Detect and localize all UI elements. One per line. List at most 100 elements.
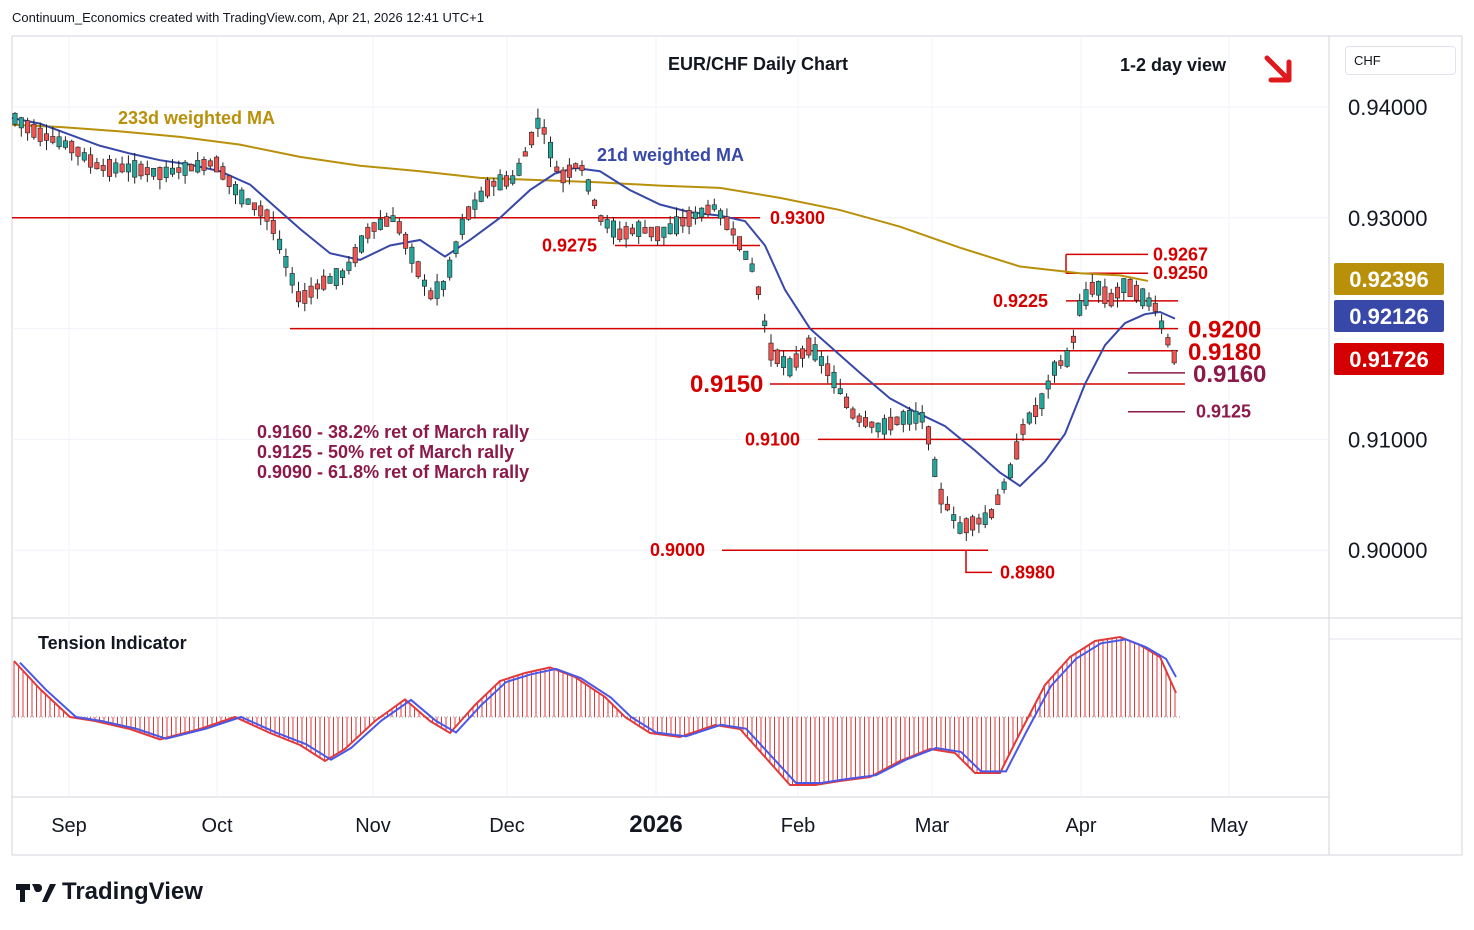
- candle-body: [403, 233, 409, 249]
- candle-body: [604, 219, 610, 229]
- axis-labels: 0.94000 0.93000 0.91000 0.90000 Sep Oct Nov Dec…: [51, 95, 1427, 838]
- candle-body: [1045, 380, 1051, 390]
- candle-body: [919, 412, 925, 423]
- fib-note-0: 0.9160 - 38.2% ret of March rally: [257, 422, 529, 442]
- price-tick: 0.93000: [1348, 206, 1428, 231]
- candle-body: [478, 190, 484, 202]
- candle-body: [844, 396, 850, 408]
- time-tick: Apr: [1065, 815, 1096, 837]
- candle-body: [327, 276, 333, 284]
- candle-body: [1140, 288, 1146, 307]
- candle-body: [547, 141, 553, 159]
- time-tick: Feb: [781, 815, 815, 837]
- time-tick: Oct: [201, 815, 233, 837]
- candle-body: [195, 160, 201, 173]
- candle-body: [1014, 441, 1020, 460]
- candlestick-series: [12, 108, 1177, 541]
- candle-body: [541, 127, 547, 135]
- candle-body: [1033, 405, 1039, 417]
- candle-body: [333, 268, 339, 286]
- time-tick: Sep: [51, 815, 87, 837]
- candle-body: [894, 416, 900, 425]
- candle-body: [472, 199, 478, 210]
- currency-selector[interactable]: CHF: [1345, 46, 1456, 75]
- tension-title: Tension Indicator: [38, 633, 187, 653]
- candle-body: [573, 163, 579, 169]
- candle-body: [214, 156, 220, 173]
- candle-body: [869, 421, 875, 428]
- candle-body: [453, 241, 459, 254]
- candle-body: [1115, 286, 1121, 299]
- candle-body: [188, 163, 194, 172]
- time-tick: Dec: [489, 815, 525, 837]
- candle-body: [69, 140, 75, 154]
- candle-body: [440, 281, 446, 290]
- tradingview-brand[interactable]: TradingView: [16, 878, 203, 906]
- candle-body: [94, 162, 100, 170]
- price-badge: [1334, 300, 1444, 332]
- candle-body: [390, 215, 396, 223]
- candle-body: [182, 161, 188, 176]
- tension-indicator: Tension Indicator: [12, 633, 1180, 786]
- candle-body: [1146, 297, 1152, 307]
- candle-body: [50, 136, 56, 143]
- header-credit: Continuum_Economics created with Trading…: [12, 10, 484, 25]
- level-label-0.8980: 0.8980: [1000, 562, 1055, 582]
- candle-body: [1127, 279, 1133, 298]
- candle-body: [1058, 360, 1064, 366]
- candle-body: [163, 166, 169, 178]
- candle-body: [466, 206, 472, 220]
- candle-body: [484, 179, 490, 197]
- candle-body: [812, 344, 818, 361]
- candle-body: [377, 218, 383, 230]
- candle-body: [673, 216, 679, 235]
- down-arrow-head-icon: [1268, 59, 1292, 83]
- candle-body: [340, 270, 346, 279]
- ma233-path: [11, 123, 1149, 282]
- time-tick: Mar: [915, 815, 950, 837]
- candle-body: [113, 162, 119, 174]
- candle-body: [245, 198, 251, 205]
- candle-body: [170, 167, 176, 175]
- candle-body: [781, 356, 787, 368]
- time-tick: Nov: [355, 815, 391, 837]
- candle-body: [491, 180, 497, 187]
- time-tick: 2026: [629, 811, 682, 838]
- candle-body: [1001, 481, 1007, 490]
- candle-body: [629, 227, 635, 235]
- candle-body: [396, 221, 402, 234]
- down-arrow-icon: [1264, 55, 1289, 80]
- candle-body: [308, 285, 314, 298]
- candle-body: [837, 388, 843, 394]
- time-tick: May: [1210, 815, 1248, 837]
- support-resistance-levels: [12, 217, 1185, 574]
- candle-body: [944, 503, 950, 511]
- candle-body: [585, 179, 591, 192]
- candle-body: [1020, 424, 1026, 435]
- candle-body: [799, 348, 805, 359]
- candle-body: [522, 151, 528, 157]
- candle-body: [1052, 361, 1058, 376]
- chart-frame: [11, 35, 1463, 856]
- candle-body: [384, 216, 390, 227]
- level-label-0.9150: 0.9150: [690, 371, 763, 398]
- candle-body: [554, 166, 560, 172]
- candle-body: [1121, 278, 1127, 294]
- level-label-0.9160: 0.9160: [1193, 361, 1266, 388]
- candle-body: [302, 290, 308, 304]
- candle-body: [680, 217, 686, 227]
- ma21-label: 21d weighted MA: [597, 145, 744, 165]
- price-badge-label: 0.92396: [1349, 267, 1429, 292]
- candle-body: [371, 222, 377, 232]
- candle-body: [913, 410, 919, 424]
- candle-body: [226, 175, 232, 187]
- candle-body: [907, 409, 913, 425]
- candle-body: [56, 136, 62, 148]
- price-tick: 0.90000: [1348, 538, 1428, 563]
- tension-signal-line: [19, 638, 1177, 784]
- candle-body: [736, 236, 742, 251]
- candle-body: [428, 290, 434, 300]
- candle-body: [25, 120, 31, 134]
- candle-body: [1152, 302, 1158, 312]
- candle-body: [592, 199, 598, 206]
